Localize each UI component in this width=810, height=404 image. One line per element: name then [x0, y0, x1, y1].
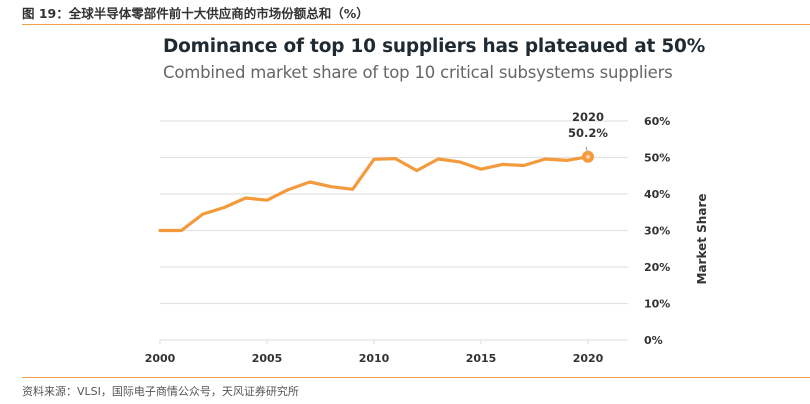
y-tick-label: 50%	[644, 152, 670, 165]
data-point-2003	[223, 206, 226, 209]
y-tick-label: 20%	[644, 261, 670, 274]
x-tick-label: 2005	[252, 352, 283, 365]
data-point-2005	[265, 199, 269, 202]
chart-title: Dominance of top 10 suppliers has platea…	[163, 36, 706, 57]
chart-subtitle: Combined market share of top 10 critical…	[163, 63, 673, 82]
source-note: 资料来源：VLSI，国际电子商情公众号，天风证券研究所	[22, 385, 299, 398]
data-point-2015	[479, 167, 483, 171]
y-tick-label: 0%	[644, 334, 663, 347]
data-point-2011	[394, 157, 397, 160]
data-point-2014	[458, 160, 461, 164]
data-point-2017	[522, 164, 525, 167]
top-divider	[22, 24, 810, 25]
figure-caption: 图 19：全球半导体零部件前十大供应商的市场份额总和（%）	[22, 6, 369, 21]
data-point-2002	[201, 212, 204, 216]
data-point-2018	[544, 157, 547, 161]
annotation-value: 50.2%	[568, 126, 608, 140]
bottom-divider	[22, 377, 810, 378]
data-point-2016	[501, 163, 504, 166]
series-layer	[158, 155, 590, 233]
data-point-2006	[287, 188, 290, 191]
y-tick-label: 30%	[644, 225, 670, 238]
annotation-year: 2020	[572, 110, 604, 124]
data-point-2012	[415, 169, 418, 172]
data-point-2019	[565, 159, 568, 162]
x-tick-label: 2015	[466, 352, 497, 365]
gridlines	[160, 120, 628, 341]
x-axis: 2000 2005 2010 2015 2020	[145, 340, 604, 365]
data-point-2000	[158, 229, 162, 232]
y-tick-label: 40%	[644, 188, 670, 201]
data-point-2009	[351, 188, 354, 191]
x-tick-label: 2010	[359, 352, 390, 365]
highlight-marker-center	[586, 154, 590, 159]
data-point-2013	[437, 157, 440, 161]
data-point-2004	[244, 196, 247, 200]
data-point-2010	[372, 158, 376, 161]
data-point-2007	[308, 180, 311, 184]
x-tick-label: 2000	[145, 352, 176, 365]
y-tick-label: 10%	[644, 298, 670, 311]
y-tick-label: 60%	[644, 115, 670, 128]
x-tick-label: 2020	[573, 352, 604, 365]
annotation-layer: 2020 50.2%	[568, 110, 608, 163]
y-axis-tick-labels: 0% 10% 20% 30% 40% 50% 60%	[644, 115, 670, 347]
data-point-2008	[330, 185, 333, 188]
data-point-2001	[180, 229, 183, 232]
y-axis-label: Market Share	[695, 193, 709, 284]
